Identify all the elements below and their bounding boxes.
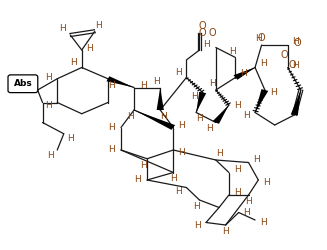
Text: H: H	[87, 44, 93, 53]
Text: H: H	[206, 124, 213, 133]
Polygon shape	[107, 76, 134, 88]
Text: H: H	[234, 100, 240, 110]
Text: H: H	[175, 68, 181, 77]
Text: H: H	[95, 20, 101, 30]
Text: H: H	[195, 220, 201, 230]
Text: H: H	[178, 120, 185, 130]
Text: Abs: Abs	[13, 79, 32, 88]
Text: H: H	[263, 178, 270, 187]
Text: H: H	[193, 202, 199, 211]
Text: H: H	[175, 187, 181, 196]
Text: O: O	[199, 28, 207, 38]
Polygon shape	[134, 110, 175, 130]
Text: H: H	[260, 218, 267, 227]
Text: H: H	[245, 197, 252, 206]
Text: H: H	[140, 80, 146, 90]
Text: O: O	[281, 50, 288, 60]
Text: H: H	[270, 88, 276, 97]
Text: H: H	[25, 83, 32, 92]
Text: O: O	[199, 21, 207, 31]
Text: O: O	[209, 28, 216, 38]
Text: O: O	[258, 33, 266, 43]
Text: H: H	[141, 160, 147, 170]
Text: H: H	[108, 80, 114, 90]
Polygon shape	[255, 89, 268, 112]
Text: H: H	[160, 112, 167, 121]
Text: H: H	[216, 149, 222, 158]
Text: H: H	[178, 148, 185, 157]
Polygon shape	[213, 105, 229, 124]
Text: H: H	[209, 79, 216, 88]
Text: H: H	[47, 150, 54, 160]
Text: H: H	[260, 59, 267, 68]
Text: O: O	[289, 60, 297, 70]
Text: H: H	[222, 227, 229, 236]
Text: H: H	[229, 47, 235, 56]
Text: H: H	[255, 34, 262, 43]
Text: H: H	[293, 37, 299, 46]
Polygon shape	[157, 88, 164, 110]
Polygon shape	[291, 90, 301, 116]
Text: O: O	[294, 38, 301, 48]
Polygon shape	[196, 92, 206, 112]
Polygon shape	[233, 68, 255, 80]
Text: H: H	[170, 174, 177, 183]
Text: H: H	[59, 24, 65, 33]
Text: H: H	[244, 110, 250, 120]
Text: H: H	[253, 156, 260, 164]
Text: H: H	[203, 40, 209, 50]
Text: H: H	[135, 176, 141, 184]
Text: H: H	[70, 58, 77, 67]
Text: H: H	[154, 77, 160, 86]
Text: H: H	[128, 112, 134, 121]
Text: H: H	[67, 134, 74, 143]
Text: H: H	[293, 60, 299, 70]
Text: H: H	[109, 146, 115, 154]
Text: H: H	[196, 114, 203, 123]
FancyBboxPatch shape	[8, 75, 38, 92]
Text: H: H	[240, 69, 247, 78]
Text: H: H	[191, 92, 198, 101]
Text: H: H	[234, 188, 240, 197]
Text: H: H	[244, 208, 250, 217]
Text: H: H	[109, 123, 115, 132]
Text: H: H	[45, 73, 51, 82]
Text: H: H	[45, 100, 51, 110]
Text: H: H	[234, 166, 240, 174]
